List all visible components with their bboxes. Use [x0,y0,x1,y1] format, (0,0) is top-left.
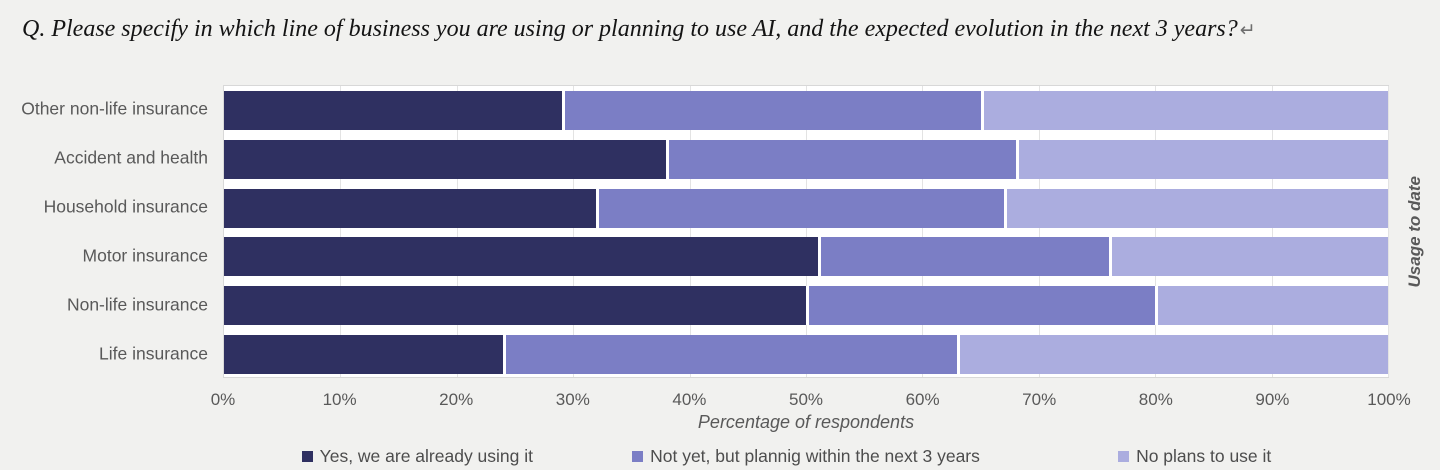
legend: Yes, we are already using it Not yet, but… [223,446,1389,467]
x-tick-label: 100% [1367,390,1411,409]
gridline [922,86,924,377]
bar-row [224,188,1388,228]
legend-swatch-icon [632,451,644,462]
x-tick-label: 0% [210,390,236,409]
legend-item: Not yet, but plannig within the next 3 y… [612,446,1001,467]
category-label: Accident and health [54,147,208,168]
gridline [1388,86,1389,377]
x-tick-label: 80% [1138,390,1173,409]
bar-segment [1015,139,1388,179]
legend-swatch-icon [1118,451,1130,462]
legend-label: No plans to use it [1136,446,1272,466]
category-label: Non-life insurance [66,294,208,315]
bar-segment [596,188,1004,228]
gridline [573,86,575,377]
x-tick-label: 20% [439,390,474,409]
bar-row [224,90,1388,130]
category-label: Life insurance [99,343,208,364]
gridline [806,86,807,377]
gridline [340,86,342,377]
bar-segment [806,286,1156,326]
bar-segment [224,286,806,326]
gridline [1155,86,1157,377]
chart-question-text: Q. Please specify in which line of busin… [22,16,1238,42]
chart-question-title: Q. Please specify in which line of busin… [22,16,1256,43]
gridline [1038,86,1040,377]
bar-segment [817,237,1109,277]
bar-row [224,139,1388,179]
bar-row [224,237,1388,277]
category-label: Household insurance [43,196,208,217]
bar-segment [980,90,1388,130]
bar-segment [561,90,981,130]
x-tick-label: 10% [322,390,357,409]
right-axis-title-text: Usage to date [1405,175,1424,288]
bar-segment [1155,286,1388,326]
bar-segment [503,335,958,375]
bar-segment [1108,237,1388,277]
bar-row [224,335,1388,375]
right-axis-title: Usage to date [1398,85,1432,378]
bar-segment [224,139,667,179]
legend-label: Not yet, but plannig within the next 3 y… [650,446,980,466]
x-tick-label: 30% [555,390,590,409]
y-axis-category-labels: Other non-life insurance Accident and hea… [0,85,208,378]
bar-segment [224,237,818,277]
bar-segment [957,335,1388,375]
bar-segment [224,90,562,130]
x-tick-label: 60% [905,390,940,409]
legend-label: Yes, we are already using it [319,446,534,466]
paragraph-return-icon: ↵ [1239,19,1256,41]
category-label: Other non-life insurance [21,98,208,119]
x-tick-label: 40% [672,390,707,409]
legend-item: Yes, we are already using it [223,446,612,467]
plot-area [223,85,1389,378]
bar-segment [666,139,1016,179]
gridline [689,86,691,377]
bar-segment [224,335,504,375]
bar-segment [224,188,597,228]
x-tick-label: 50% [788,390,824,409]
gridline [1271,86,1273,377]
legend-item: No plans to use it [1000,446,1389,467]
x-tick-label: 70% [1022,390,1057,409]
category-label: Motor insurance [82,245,208,266]
gridline [456,86,458,377]
x-axis-title: Percentage of respondents [697,412,915,432]
bar-segment [1003,188,1388,228]
bar-row [224,286,1388,326]
x-tick-label: 90% [1255,390,1290,409]
legend-swatch-icon [301,451,313,462]
